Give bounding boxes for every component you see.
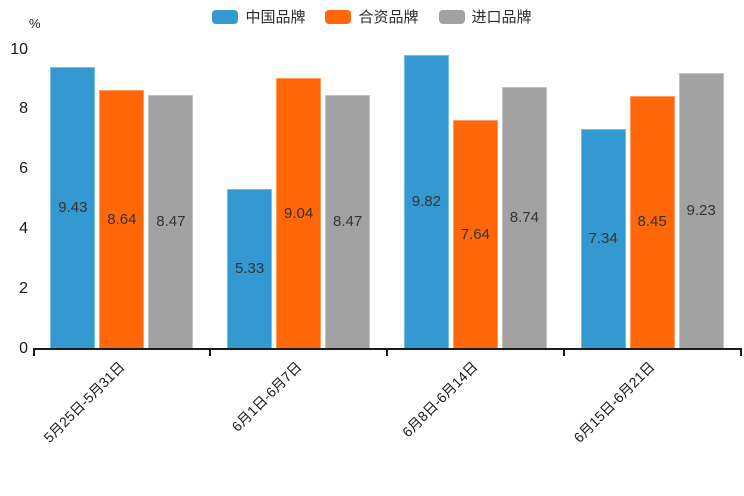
- bar-进口品牌-0: [148, 95, 194, 349]
- x-axis-tick-mark: [562, 350, 565, 356]
- y-axis-unit-label: %: [29, 16, 41, 31]
- bar-value-label: 8.47: [156, 213, 186, 231]
- bar-进口品牌-2: [501, 87, 547, 349]
- x-axis-tick-mark: [386, 350, 388, 356]
- bar-中国品牌-0: [50, 66, 96, 349]
- bar-value-label: 7.64: [460, 225, 490, 243]
- legend-item-2[interactable]: 进口品牌: [438, 6, 532, 27]
- y-tick-label: 2: [19, 280, 28, 298]
- bar-中国品牌-1: [227, 189, 273, 349]
- legend-item-label: 中国品牌: [245, 9, 306, 26]
- y-tick-label: 6: [19, 160, 28, 178]
- bar-value-label: 5.33: [235, 260, 265, 278]
- x-axis-tick-mark: [32, 350, 35, 356]
- y-tick-label: 10: [10, 40, 28, 58]
- legend-item-label: 进口品牌: [471, 9, 532, 26]
- x-axis-tick-mark: [209, 350, 212, 356]
- y-tick-label: 4: [19, 220, 28, 238]
- x-axis-tick-mark: [739, 350, 742, 356]
- bar-value-label: 8.74: [509, 209, 539, 227]
- bar-合资品牌-2: [452, 120, 498, 349]
- legend-swatch-icon: [212, 9, 239, 24]
- bar-value-label: 8.47: [333, 213, 363, 231]
- bar-value-label: 8.45: [637, 213, 667, 231]
- x-tick-label: 6月8日-6月14日: [399, 358, 482, 441]
- bar-value-label: 9.43: [58, 198, 88, 216]
- legend-item-0[interactable]: 中国品牌: [212, 6, 305, 27]
- bar-合资品牌-0: [99, 90, 145, 349]
- x-tick-label: 6月15日-6月21日: [570, 358, 658, 446]
- legend-swatch-icon: [325, 9, 352, 24]
- legend-item-1[interactable]: 合资品牌: [325, 6, 419, 27]
- x-axis-line: [32, 348, 742, 350]
- bar-value-label: 7.34: [588, 230, 618, 248]
- bar-中国品牌-3: [580, 129, 626, 349]
- bar-进口品牌-1: [325, 95, 371, 349]
- x-tick-label: 5月25日-5月31日: [40, 358, 128, 446]
- bar-value-label: 9.82: [411, 192, 441, 210]
- x-tick-label: 6月1日-6月7日: [228, 358, 305, 435]
- legend-item-label: 合资品牌: [358, 9, 419, 26]
- legend: 中国品牌 合资品牌 进口品牌: [0, 6, 744, 27]
- bar-进口品牌-3: [678, 72, 724, 349]
- bar-合资品牌-1: [276, 78, 322, 349]
- legend-swatch-icon: [438, 9, 465, 24]
- bar-value-label: 8.64: [107, 210, 137, 228]
- bar-value-label: 9.23: [686, 201, 716, 219]
- y-tick-label: 0: [19, 340, 28, 357]
- bar-合资品牌-3: [629, 95, 675, 349]
- y-tick-label: 8: [19, 100, 28, 118]
- bar-value-label: 9.04: [284, 204, 314, 222]
